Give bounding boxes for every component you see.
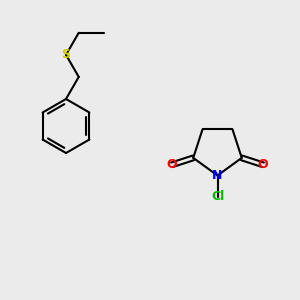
Text: S: S [61, 48, 70, 61]
Text: N: N [212, 169, 223, 182]
Text: O: O [167, 158, 177, 171]
Text: O: O [258, 158, 268, 171]
Text: Cl: Cl [211, 190, 224, 203]
